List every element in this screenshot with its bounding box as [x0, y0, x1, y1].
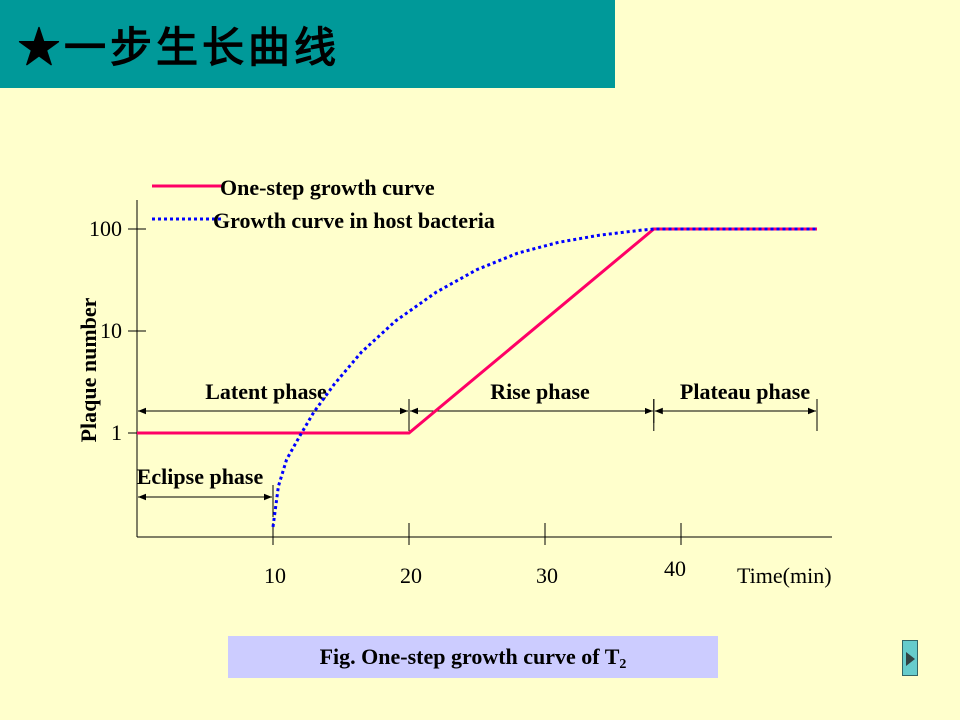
y-tick-label: 10 — [100, 318, 122, 343]
x-tick-label: 20 — [400, 563, 422, 588]
phase-label: Latent phase — [205, 379, 327, 404]
phase-annotations: Eclipse phase Latent phase Rise phase Plate… — [136, 379, 818, 517]
legend-label: Growth curve in host bacteria — [213, 208, 495, 233]
x-tick-label: 10 — [264, 563, 286, 588]
phase-label: Plateau phase — [680, 379, 810, 404]
y-tick-label: 100 — [89, 216, 122, 241]
caption-subscript: 2 — [619, 657, 627, 672]
caption-text: Fig. One-step growth curve of T — [319, 644, 620, 669]
legend: One-step growth curve Growth curve in hos… — [152, 175, 495, 233]
host-growth-curve — [271, 227, 817, 528]
x-tick-label: 40 — [664, 556, 686, 581]
next-slide-button[interactable] — [902, 640, 918, 676]
next-arrow-icon — [906, 652, 915, 666]
series-lines — [137, 227, 817, 528]
figure-caption: Fig. One-step growth curve of T2 — [228, 636, 718, 678]
phase-label: Rise phase — [490, 379, 590, 404]
y-axis-label: Plaque number — [76, 297, 101, 442]
x-tick-label: 30 — [536, 563, 558, 588]
axis-ticks: 10 20 30 40 1 10 100 — [89, 216, 686, 588]
slide-title: ★一步生长曲线 — [18, 23, 341, 72]
phase-label: Eclipse phase — [137, 464, 264, 489]
title-bar: ★一步生长曲线 — [0, 0, 615, 88]
x-axis-label: Time(min) — [737, 563, 832, 588]
y-tick-label: 1 — [111, 420, 122, 445]
legend-label: One-step growth curve — [220, 175, 435, 200]
